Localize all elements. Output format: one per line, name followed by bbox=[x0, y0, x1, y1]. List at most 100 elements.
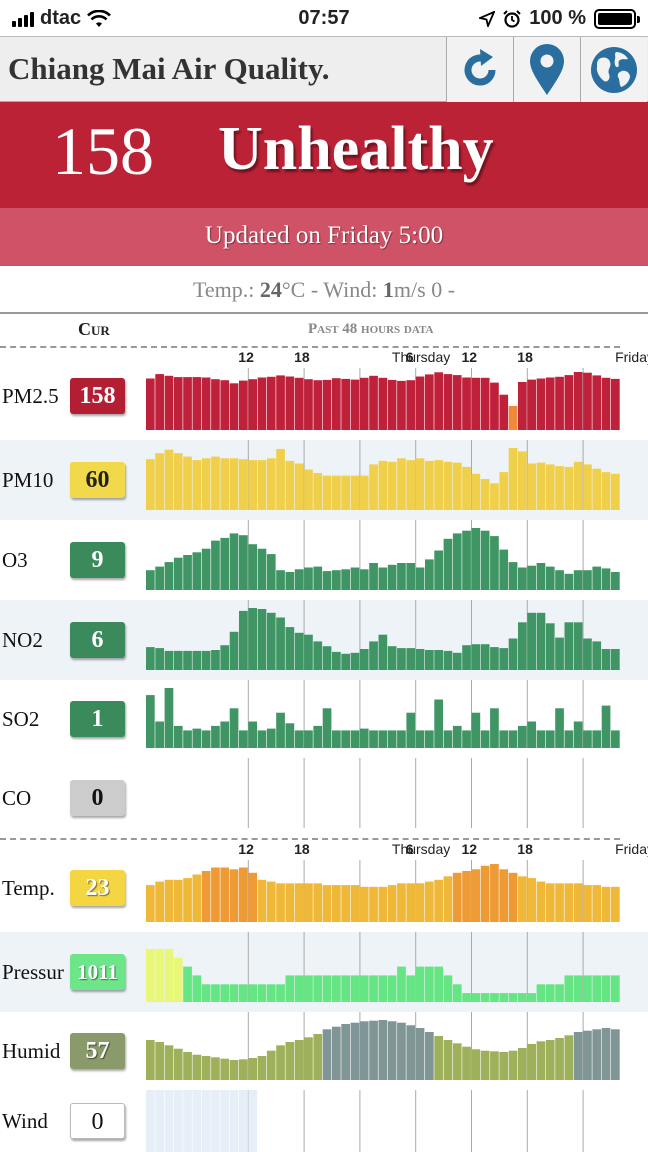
chart-bar bbox=[434, 966, 443, 1002]
chart-bar bbox=[443, 1040, 453, 1080]
chart-bar bbox=[611, 1029, 620, 1080]
chart-bar bbox=[499, 648, 509, 670]
refresh-icon bbox=[464, 49, 496, 86]
chart-bar bbox=[285, 627, 295, 670]
wind-unit: m/s 0 - bbox=[393, 277, 456, 302]
chart-bar bbox=[443, 730, 453, 748]
chart-bar bbox=[406, 975, 416, 1002]
chart-bar bbox=[536, 563, 546, 590]
temp-unit: °C bbox=[281, 277, 306, 302]
chart-bar bbox=[322, 646, 332, 670]
aqi-banner: 158 Unhealthy bbox=[0, 102, 648, 208]
chart-bar bbox=[211, 984, 220, 1002]
pollutant-row-wind: Wind 0 bbox=[0, 1090, 648, 1152]
chart-bar bbox=[192, 460, 202, 510]
pollutant-row-humid: Humid 57 bbox=[0, 1012, 648, 1090]
chart-bar bbox=[294, 377, 304, 430]
current-column-header: Cur bbox=[78, 319, 110, 339]
chart-bar bbox=[239, 867, 248, 922]
location-button[interactable] bbox=[513, 37, 580, 103]
chart-bar bbox=[545, 377, 555, 430]
chart-bar bbox=[192, 728, 202, 748]
chart-bar bbox=[545, 623, 555, 670]
chart-bar bbox=[341, 653, 350, 670]
chart-bar bbox=[257, 879, 267, 922]
row-label: PM10 bbox=[2, 468, 54, 492]
aqi-value: 158 bbox=[52, 113, 154, 189]
current-value-badge: 9 bbox=[70, 542, 125, 578]
chart-bar bbox=[146, 570, 155, 590]
chart-bar bbox=[536, 462, 546, 510]
chart-bar bbox=[164, 1045, 174, 1080]
globe-icon bbox=[591, 47, 637, 93]
chart-bar bbox=[425, 650, 434, 670]
chart-bar bbox=[173, 650, 183, 670]
chart-bar bbox=[369, 1020, 378, 1080]
chart-bar bbox=[155, 1090, 164, 1152]
chart-bar bbox=[350, 652, 360, 670]
chart-bar bbox=[499, 869, 509, 922]
chart-bar bbox=[164, 948, 174, 1002]
chart-bar bbox=[266, 612, 276, 670]
chart-bar bbox=[294, 883, 304, 922]
chart-bar bbox=[211, 1090, 220, 1152]
chart-bar bbox=[239, 1090, 248, 1152]
current-value-badge: 0 bbox=[70, 780, 125, 816]
chart-bar bbox=[378, 975, 388, 1002]
chart-bar bbox=[434, 372, 443, 430]
chart-bar bbox=[601, 472, 611, 510]
history-chart bbox=[146, 680, 620, 748]
chart-bar bbox=[425, 730, 434, 748]
chart-bar bbox=[146, 948, 155, 1002]
chart-bar bbox=[592, 641, 602, 670]
chart-bar bbox=[369, 886, 378, 922]
chart-bar bbox=[248, 721, 257, 748]
chart-bar bbox=[257, 609, 267, 670]
chart-bar bbox=[592, 566, 602, 590]
chart-bar bbox=[341, 975, 350, 1002]
history-chart bbox=[146, 860, 620, 922]
globe-button[interactable] bbox=[580, 37, 647, 103]
chart-bar bbox=[239, 610, 248, 670]
chart-bar bbox=[480, 479, 490, 510]
chart-bar bbox=[462, 377, 471, 430]
temp-value: 24 bbox=[259, 277, 282, 302]
chart-bar bbox=[155, 948, 164, 1002]
chart-bar bbox=[601, 649, 611, 670]
chart-bar bbox=[555, 570, 564, 590]
chart-bar bbox=[471, 473, 481, 510]
chart-bar bbox=[322, 708, 332, 748]
chart-bar bbox=[369, 730, 378, 748]
chart-bar bbox=[220, 458, 230, 510]
status-bar: dtac 07:57 100 % bbox=[0, 0, 648, 36]
app-title: Chiang Mai Air Quality. bbox=[8, 51, 330, 86]
chart-bar bbox=[313, 1034, 323, 1080]
chart-bar bbox=[332, 1026, 341, 1080]
history-chart bbox=[146, 1090, 584, 1152]
row-label: Humid bbox=[2, 1039, 61, 1063]
chart-bar bbox=[211, 867, 220, 922]
chart-bar bbox=[397, 883, 406, 922]
chart-bar bbox=[155, 1042, 164, 1080]
chart-bar bbox=[173, 1048, 183, 1080]
location-arrow-icon bbox=[479, 10, 496, 27]
chart-bar bbox=[583, 975, 592, 1002]
chart-bar bbox=[480, 377, 490, 430]
chart-bar bbox=[146, 1040, 155, 1080]
chart-bar bbox=[555, 708, 564, 748]
chart-bar bbox=[369, 641, 378, 670]
chart-bar bbox=[545, 984, 555, 1002]
chart-bar bbox=[555, 466, 564, 510]
chart-bar bbox=[573, 721, 583, 748]
refresh-button[interactable] bbox=[446, 37, 513, 103]
chart-bar bbox=[322, 975, 332, 1002]
chart-bar bbox=[248, 460, 257, 510]
chart-bar bbox=[564, 975, 574, 1002]
pollutant-row-pressur: Pressur 1011 bbox=[0, 932, 648, 1012]
chart-bar bbox=[471, 993, 481, 1002]
chart-bar bbox=[480, 530, 490, 590]
chart-bar bbox=[508, 993, 518, 1002]
chart-bar bbox=[452, 533, 462, 590]
chart-bar bbox=[322, 475, 332, 510]
temp-label: Temp.: bbox=[192, 277, 255, 302]
